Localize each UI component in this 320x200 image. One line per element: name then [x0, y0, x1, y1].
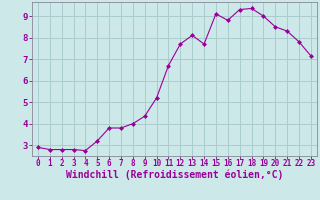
X-axis label: Windchill (Refroidissement éolien,°C): Windchill (Refroidissement éolien,°C)	[66, 169, 283, 180]
